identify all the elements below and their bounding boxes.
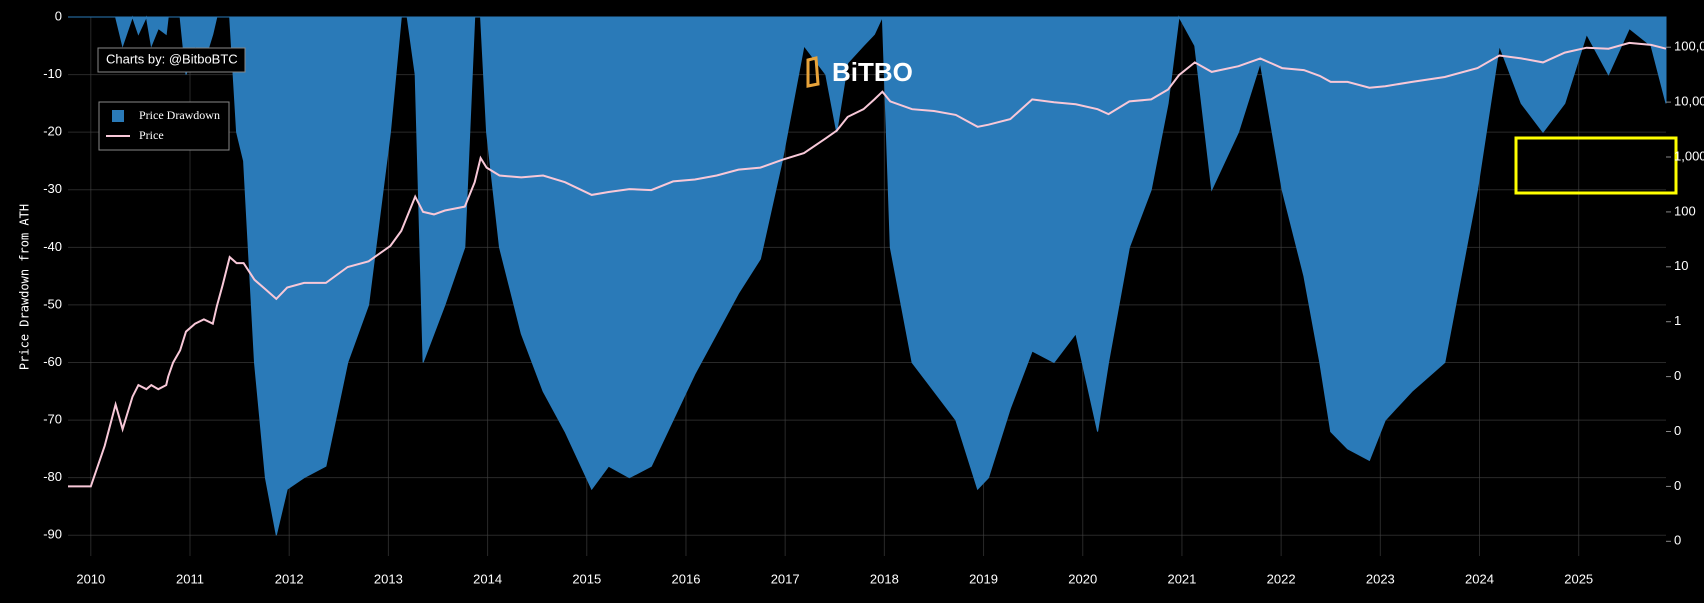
x-tick-label: 2017: [771, 571, 800, 586]
x-tick-label: 2023: [1366, 571, 1395, 586]
y-tick-label: -10: [43, 66, 62, 81]
y2-tick-label: 1: [1674, 313, 1681, 328]
legend-items: Price Drawdown Price: [106, 108, 220, 142]
x-tick-label: 2015: [572, 571, 601, 586]
y-tick-label: -40: [43, 239, 62, 254]
legend-label: Price Drawdown: [139, 108, 220, 122]
legend-swatch: [112, 110, 124, 122]
y-axis-title: Price Drawdown from ATH: [18, 204, 32, 370]
y2-tick-label: 1,000: [1674, 148, 1704, 163]
x-tick-label: 2018: [870, 571, 899, 586]
x-tick-label: 2013: [374, 571, 403, 586]
x-tick-label: 2011: [176, 571, 204, 586]
x-tick-label: 2014: [473, 571, 502, 586]
y2-tick-label: 0: [1674, 368, 1681, 383]
x-tick-label: 2020: [1068, 571, 1097, 586]
x-tick-label: 2025: [1564, 571, 1593, 586]
x-tick-label: 2012: [275, 571, 304, 586]
y2-tick-label: 10,000: [1674, 94, 1704, 109]
y-tick-label: -80: [43, 469, 62, 484]
y2-tick-label: 10: [1674, 258, 1688, 273]
y-tick-label: -50: [43, 296, 62, 311]
y-tick-label: -20: [43, 124, 62, 139]
x-tick-label: 2016: [672, 571, 701, 586]
x-tick-label: 2021: [1167, 571, 1196, 586]
y2-tick-label: 100,000: [1674, 39, 1704, 54]
credit: Charts by: @BitboBTC: [106, 51, 238, 66]
legend-label: Price: [139, 128, 164, 142]
x-tick-label: 2024: [1465, 571, 1494, 586]
plot-area: [68, 15, 1667, 556]
y-tick-label: -60: [43, 354, 62, 369]
y-tick-label: -30: [43, 181, 62, 196]
y-tick-label: -90: [43, 527, 62, 542]
x-tick-label: 2019: [969, 571, 998, 586]
y2-tick-label: 100: [1674, 203, 1696, 218]
x-tick-label: 2022: [1267, 571, 1296, 586]
y-tick-label: 0: [55, 8, 62, 23]
y2-tick-label: 0: [1674, 423, 1681, 438]
logo: BiTBO: [832, 57, 913, 87]
y2-tick-label: 0: [1674, 478, 1681, 493]
x-tick-label: 2010: [76, 571, 105, 586]
y-tick-label: -70: [43, 412, 62, 427]
drawdown-area: [68, 15, 1667, 536]
highlight-box: [1514, 136, 1678, 195]
credit-box: [97, 47, 246, 73]
y2-tick-label: 0: [1674, 533, 1681, 548]
logo-icon: [806, 56, 820, 88]
price-line: [68, 41, 1667, 488]
